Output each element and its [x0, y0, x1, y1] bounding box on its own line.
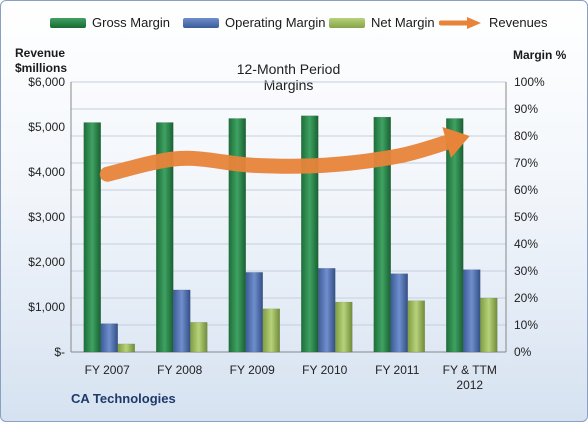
right-tick-label: 30%: [514, 264, 538, 278]
right-tick-label: 70%: [514, 156, 538, 170]
bar-net-margin: [117, 343, 135, 353]
legend-swatch-net-margin: [329, 17, 365, 28]
right-tick-label: 50%: [514, 210, 538, 224]
bar-operating-margin: [245, 272, 263, 353]
bar-gross-margin: [83, 122, 101, 353]
bar-gross-margin: [301, 115, 319, 353]
legend: Gross Margin Operating Margin Net Margin…: [1, 15, 587, 35]
left-tick-label: $2,000: [28, 255, 65, 269]
right-tick-label: 100%: [514, 75, 545, 89]
legend-label-net-margin: Net Margin: [371, 15, 435, 30]
legend-item-operating-margin: Operating Margin: [183, 15, 325, 30]
bar-net-margin: [262, 308, 280, 353]
right-tick-label: 80%: [514, 129, 538, 143]
revenues-arrowhead: [442, 127, 470, 158]
legend-label-revenues: Revenues: [489, 15, 548, 30]
right-tick-label: 90%: [514, 102, 538, 116]
x-tick-label: FY 2009: [230, 363, 275, 377]
bar-gross-margin: [373, 116, 391, 353]
company-label: CA Technologies: [71, 391, 176, 406]
left-tick-label: $6,000: [28, 75, 65, 89]
bar-operating-margin: [318, 268, 336, 353]
bar-operating-margin: [390, 273, 408, 353]
x-tick-label: FY 2008: [157, 363, 202, 377]
left-axis-label-line1: Revenue: [15, 46, 66, 60]
bar-operating-margin: [463, 269, 481, 353]
x-tick-label-line2: 2012: [456, 378, 483, 392]
left-tick-label: $1,000: [28, 300, 65, 314]
x-tick-label: FY 2011: [375, 363, 420, 377]
left-tick-label: $5,000: [28, 120, 65, 134]
right-axis-label: Margin %: [513, 48, 567, 62]
bar-net-margin: [407, 300, 425, 353]
bar-gross-margin: [446, 118, 464, 353]
legend-item-net-margin: Net Margin: [329, 15, 435, 30]
legend-label-gross-margin: Gross Margin: [92, 15, 171, 30]
left-tick-label: $3,000: [28, 210, 65, 224]
right-tick-label: 60%: [514, 183, 538, 197]
bar-operating-margin: [100, 323, 118, 353]
x-tick-label: FY 2007: [85, 363, 130, 377]
legend-swatch-operating-margin: [183, 17, 219, 28]
bar-operating-margin: [173, 289, 191, 353]
legend-swatch-gross-margin: [50, 17, 86, 28]
bar-gross-margin: [156, 122, 174, 353]
legend-swatch-revenues: [439, 16, 481, 29]
left-axis-label-line2: $millions: [15, 61, 68, 75]
right-tick-label: 10%: [514, 318, 538, 332]
right-tick-label: 20%: [514, 291, 538, 305]
x-tick-label: FY 2010: [302, 363, 347, 377]
chart-title: 12-Month Period Margins: [236, 61, 341, 93]
right-tick-label: 0%: [514, 345, 532, 359]
right-tick-label: 40%: [514, 237, 538, 251]
legend-label-operating-margin: Operating Margin: [225, 15, 326, 30]
legend-item-revenues: Revenues: [439, 15, 548, 30]
bar-gross-margin: [228, 118, 246, 353]
bar-net-margin: [190, 322, 208, 353]
left-axis-label: Revenue $millions: [15, 46, 67, 76]
legend-item-gross-margin: Gross Margin: [50, 15, 170, 30]
left-tick-label: $-: [54, 345, 65, 359]
bar-net-margin: [480, 297, 498, 353]
left-tick-label: $4,000: [28, 165, 65, 179]
bar-net-margin: [335, 301, 353, 353]
x-tick-label: FY & TTM: [443, 363, 497, 377]
revenues-line: [99, 134, 455, 182]
